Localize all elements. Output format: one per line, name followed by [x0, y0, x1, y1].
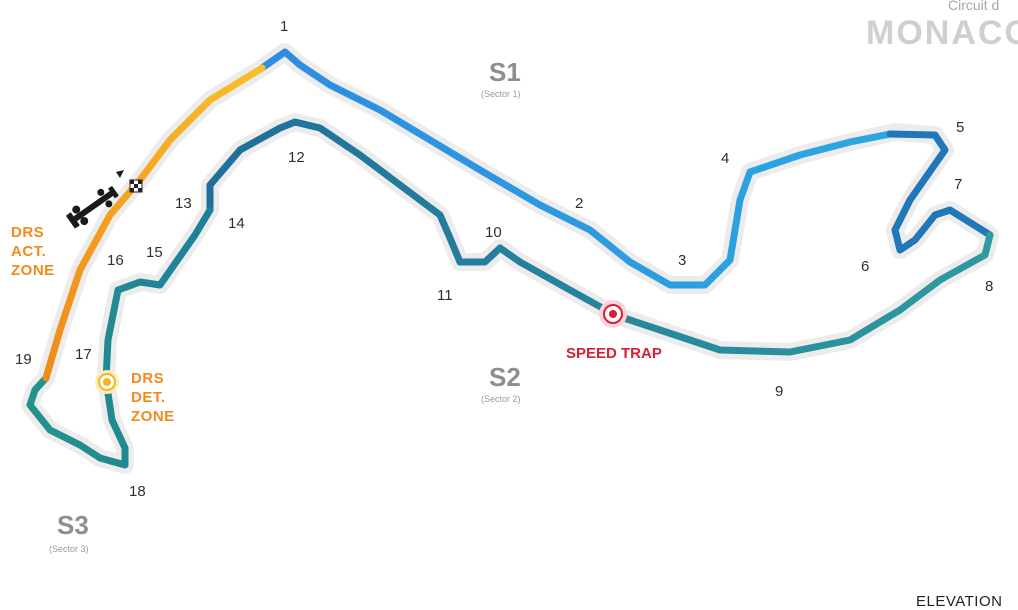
- turn-label-17: 17: [75, 346, 92, 363]
- turn-label-16: 16: [107, 252, 124, 269]
- turn-label-5: 5: [956, 119, 964, 136]
- turn-label-10: 10: [485, 224, 502, 241]
- turn-label-1: 1: [280, 18, 288, 35]
- drs-det-line-2: DET.: [131, 389, 166, 406]
- turn-label-2: 2: [575, 195, 583, 212]
- race-car-icon: [66, 186, 119, 229]
- turn-label-14: 14: [228, 215, 245, 232]
- drs-act-line-1: DRS: [11, 224, 44, 241]
- speed-trap-marker: [599, 300, 627, 328]
- start-finish-line: [129, 179, 143, 193]
- drs-det-line-1: DRS: [131, 370, 164, 387]
- elevation-label: ELEVATION: [916, 593, 1002, 610]
- drs-act-line-2: ACT.: [11, 243, 46, 260]
- direction-arrow-icon: [116, 170, 124, 178]
- turn-label-19: 19: [15, 351, 32, 368]
- turn-label-13: 13: [175, 195, 192, 212]
- drs-det-line-3: ZONE: [131, 408, 175, 425]
- turn-label-8: 8: [985, 278, 993, 295]
- sector-3-sub: (Sector 3): [49, 544, 89, 554]
- turn-label-15: 15: [146, 244, 163, 261]
- speed-trap-label: SPEED TRAP: [566, 345, 662, 362]
- track-sector-2: [206, 118, 994, 356]
- drs-detection-label: DRS DET. ZONE: [131, 370, 175, 425]
- turn-labels: 1 2 3 4 5 6 7 8 9 10 11 12 13 14 15 16 1…: [15, 18, 993, 500]
- sector-1-sub: (Sector 1): [481, 89, 521, 99]
- turn-label-9: 9: [775, 383, 783, 400]
- turn-label-4: 4: [721, 150, 729, 167]
- circuit-subtitle: Circuit d: [948, 0, 999, 13]
- track-sector-1: [258, 48, 894, 289]
- sector-2-sub: (Sector 2): [481, 394, 521, 404]
- drs-detection-marker: [95, 370, 119, 394]
- turn-label-3: 3: [678, 252, 686, 269]
- track-sector-1-end: [886, 130, 994, 254]
- sector-2-label: S2: [489, 362, 521, 392]
- drs-act-line-3: ZONE: [11, 262, 55, 279]
- turn-label-7: 7: [954, 176, 962, 193]
- turn-label-12: 12: [288, 149, 305, 166]
- turn-label-6: 6: [861, 258, 869, 275]
- turn-label-18: 18: [129, 483, 146, 500]
- turn-label-11: 11: [437, 287, 453, 304]
- drs-activation-zone: [42, 64, 266, 382]
- circuit-name: MONACO: [866, 14, 1018, 52]
- sector-1-label: S1: [489, 57, 521, 87]
- drs-activation-label: DRS ACT. ZONE: [11, 224, 55, 279]
- sector-3-label: S3: [57, 510, 89, 540]
- track-sector-3: [26, 206, 214, 469]
- sector-labels: S1 (Sector 1) S2 (Sector 2) S3 (Sector 3…: [49, 57, 521, 554]
